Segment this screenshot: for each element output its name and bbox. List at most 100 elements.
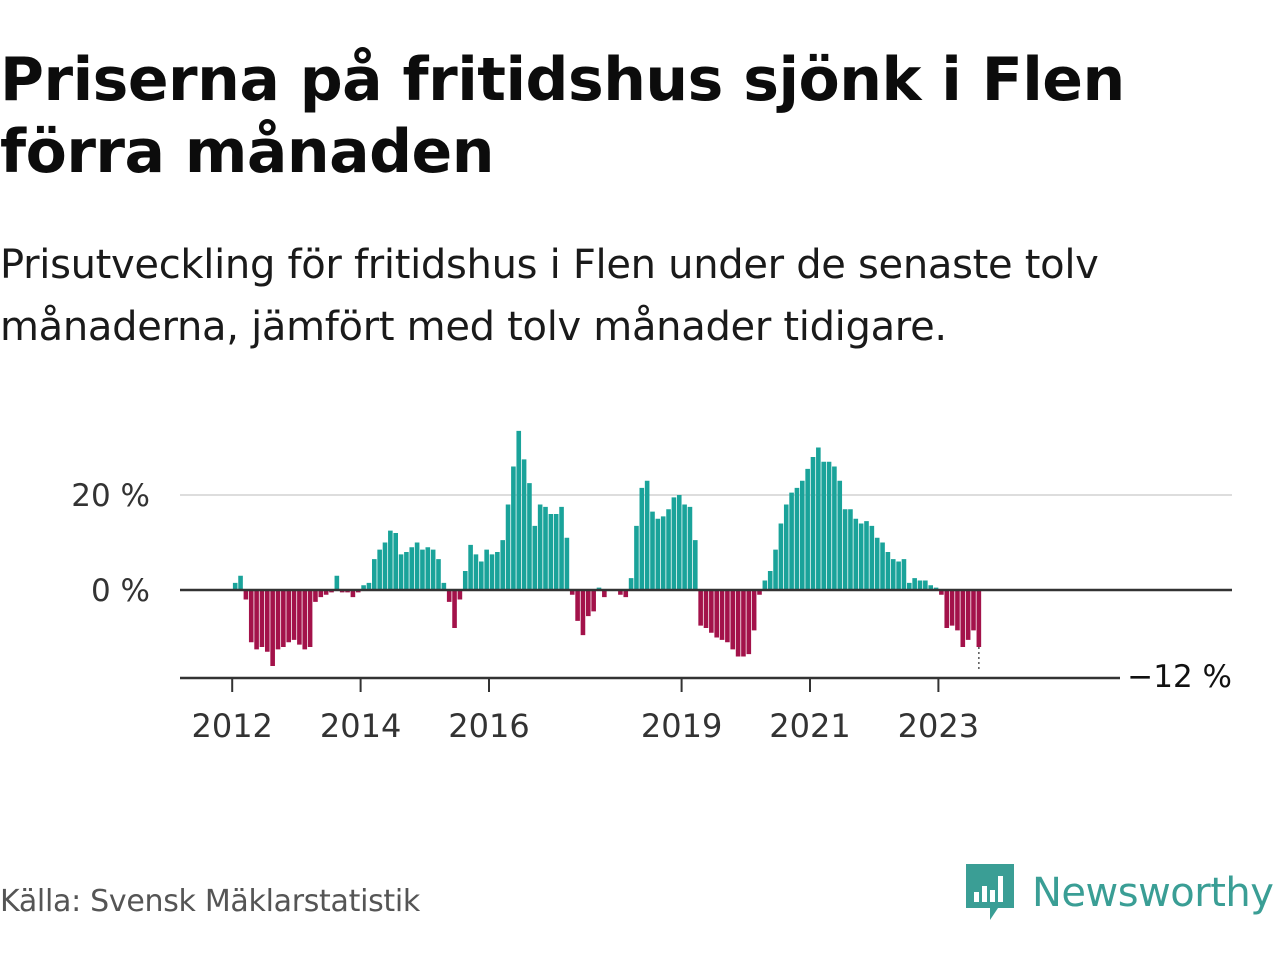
bar — [858, 523, 864, 590]
bar — [436, 559, 441, 590]
bar — [778, 523, 784, 590]
bar — [703, 590, 709, 628]
bar — [874, 537, 880, 590]
bar — [725, 590, 730, 643]
bar — [527, 483, 532, 590]
bar — [842, 509, 848, 590]
bar — [404, 552, 409, 590]
bar — [479, 561, 484, 590]
bar — [666, 509, 671, 590]
x-tick-label: 2016 — [448, 707, 529, 745]
bar — [468, 544, 473, 590]
bar — [885, 552, 891, 590]
x-tick-label: 2021 — [769, 707, 850, 745]
bar — [944, 590, 950, 628]
bar — [259, 590, 265, 647]
bar — [714, 590, 719, 638]
bar — [537, 504, 543, 590]
bar — [232, 582, 238, 590]
bar — [864, 521, 869, 590]
bar — [420, 549, 425, 590]
bar — [430, 549, 436, 590]
bar — [650, 511, 655, 590]
bar — [318, 590, 324, 598]
y-tick-label: 0 % — [91, 573, 150, 609]
bar — [286, 590, 291, 643]
source-note: Källa: Svensk Mäklarstatistik — [0, 884, 421, 919]
bar — [559, 506, 564, 590]
bar — [682, 504, 687, 590]
bar — [265, 590, 270, 652]
bar — [254, 590, 259, 650]
bar — [243, 590, 249, 600]
bar — [800, 480, 805, 590]
bar — [783, 504, 789, 590]
bar — [334, 575, 340, 590]
bar — [489, 554, 495, 590]
bar — [462, 571, 468, 590]
bar — [441, 582, 447, 590]
bar — [446, 590, 452, 602]
bar — [350, 590, 356, 598]
chart-subtitle: Prisutveckling för fritidshus i Flen und… — [0, 242, 1099, 350]
bar — [323, 590, 329, 595]
bar — [837, 480, 843, 590]
bar — [848, 509, 853, 590]
bar — [586, 590, 591, 617]
bar — [730, 590, 736, 650]
bar — [687, 506, 693, 590]
bar — [307, 590, 313, 647]
bar — [976, 590, 982, 647]
bar — [853, 518, 859, 590]
bar — [553, 514, 559, 590]
bar — [960, 590, 966, 647]
bar — [291, 590, 297, 640]
bar — [751, 590, 757, 631]
last-value-label: −12 % — [1127, 659, 1232, 695]
bar-chart: 20 % 0 % 2012 2014 2016 2019 2021 2023 −12 % — [71, 430, 1232, 745]
bar — [484, 549, 489, 590]
x-tick-label: 2012 — [191, 707, 272, 745]
bar — [826, 461, 832, 590]
bar — [746, 590, 752, 655]
bar — [543, 506, 548, 590]
bar — [313, 590, 318, 602]
bar — [890, 559, 896, 590]
bar — [923, 580, 928, 590]
bar — [511, 466, 516, 590]
bar — [532, 525, 538, 590]
bar — [880, 542, 885, 590]
bar — [457, 590, 463, 600]
bar — [660, 516, 666, 590]
bar — [757, 590, 762, 595]
bar — [398, 554, 404, 590]
bar — [602, 590, 607, 598]
bar — [901, 559, 907, 590]
bar — [810, 457, 816, 590]
bar — [382, 542, 388, 590]
x-tick-label: 2023 — [898, 707, 979, 745]
bar — [425, 547, 431, 590]
bar — [302, 590, 308, 650]
bar — [789, 492, 794, 590]
bar — [623, 590, 629, 598]
bar — [698, 590, 703, 626]
bar — [414, 542, 420, 590]
bar — [495, 552, 500, 590]
bar — [644, 480, 650, 590]
bar — [516, 430, 522, 590]
bar — [762, 580, 768, 590]
bar — [505, 504, 511, 590]
bar — [676, 495, 682, 590]
x-tick-label: 2014 — [320, 707, 401, 745]
bar — [693, 540, 698, 590]
bar — [521, 459, 527, 590]
bar — [591, 590, 596, 612]
bar — [281, 590, 286, 647]
bar — [719, 590, 725, 640]
x-tick-label: 2019 — [641, 707, 722, 745]
bar — [452, 590, 457, 628]
bar — [971, 590, 976, 631]
bar — [393, 533, 398, 590]
bar — [965, 590, 971, 640]
